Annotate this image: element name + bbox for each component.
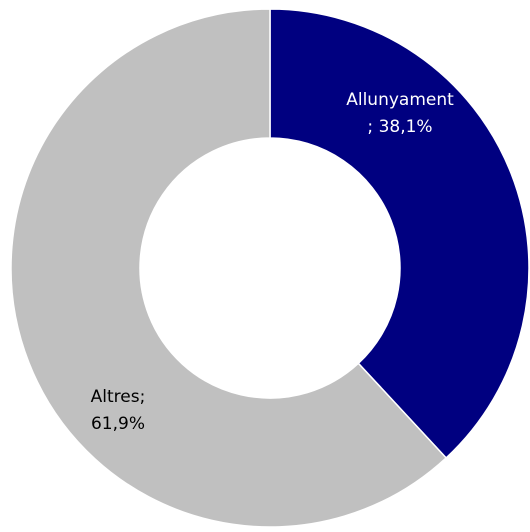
category-name: Allunyament: [346, 90, 454, 110]
value-label: 38,1%: [379, 117, 433, 137]
donut-slice: [10, 8, 448, 528]
value-label: 61,9%: [91, 414, 145, 434]
data-label: Allunyament: [346, 90, 454, 110]
label-separator: ;: [367, 117, 373, 137]
category-name: Altres: [91, 387, 140, 407]
data-label: 61,9%: [91, 414, 145, 434]
label-separator: ;: [140, 387, 146, 407]
donut-slice: [269, 8, 530, 459]
data-label: ; 38,1%: [367, 117, 432, 137]
data-label: Altres;: [91, 387, 146, 407]
